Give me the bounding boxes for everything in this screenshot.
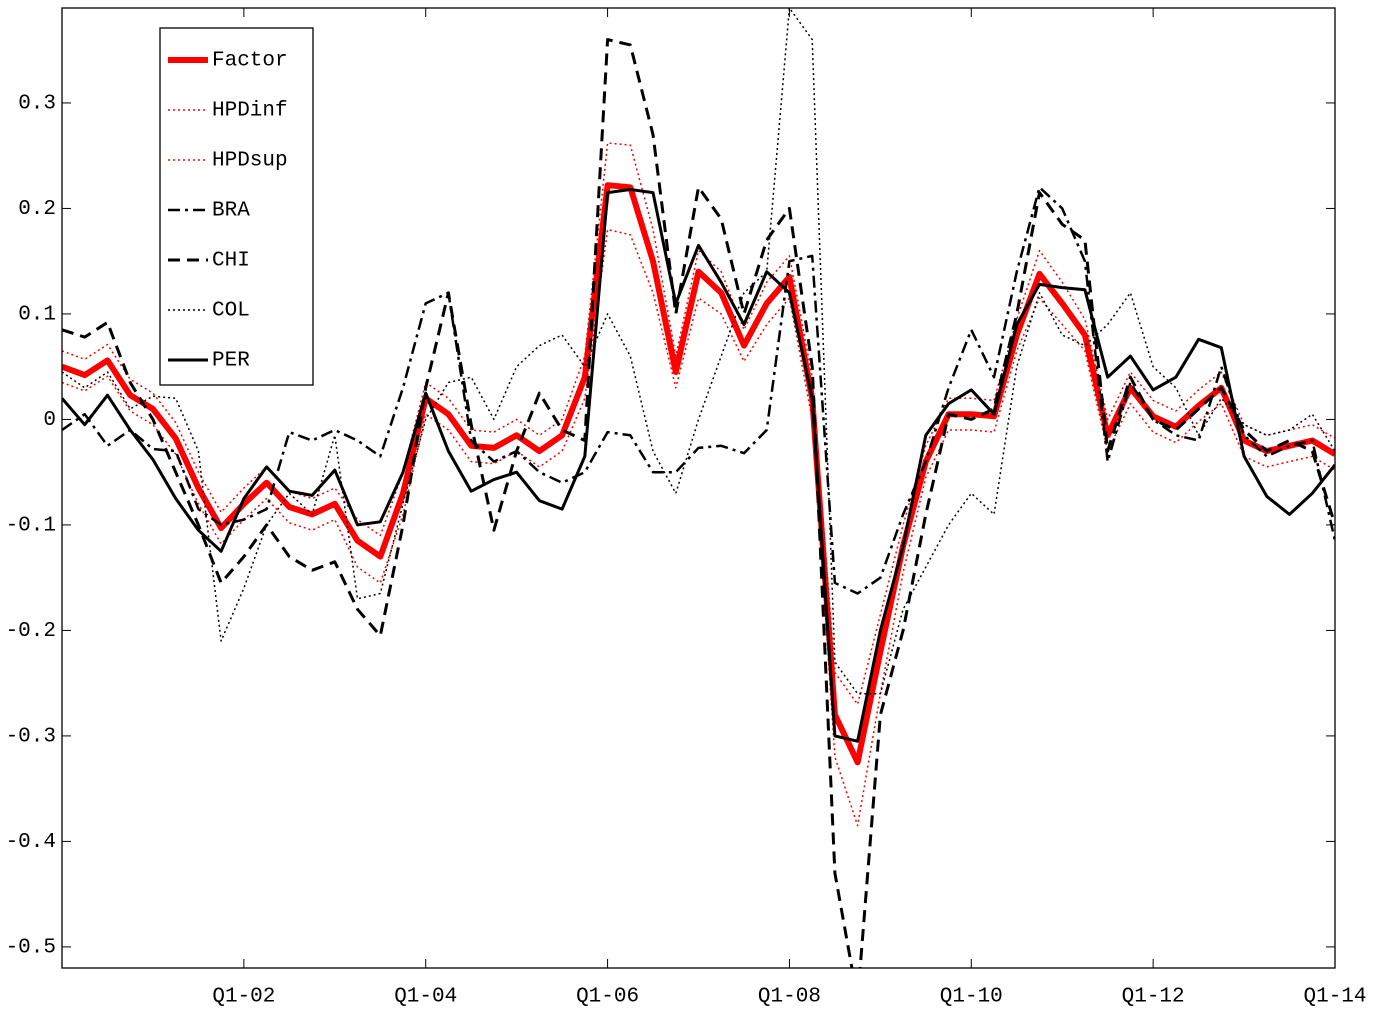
x-tick-label: Q1-02 [212,986,275,1009]
series-line [62,188,1335,743]
y-tick-label: -0.4 [6,831,56,854]
legend-label: HPDinf [212,100,288,123]
series-line [62,186,1335,595]
legend-label: BRA [212,200,250,223]
plot-frame [61,7,1336,969]
series-line [62,182,1335,766]
series-line [62,142,1335,706]
y-tick-label: -0.2 [6,620,56,643]
x-tick-label: Q1-06 [576,986,639,1009]
legend: Factor HPDinf HPDsup BRA CHI COL PER [159,27,314,386]
y-tick-label: 0.1 [18,303,56,326]
legend-label: PER [212,350,250,373]
x-tick-label: Q1-04 [394,986,457,1009]
x-tick-label: Q1-08 [758,986,821,1009]
x-tick-label: Q1-14 [1303,986,1366,1009]
x-tick-label: Q1-10 [940,986,1003,1009]
y-tick-label: 0.2 [18,198,56,221]
y-tick-label: -0.5 [6,936,56,959]
legend-label: COL [212,300,250,323]
y-tick-label: 0 [43,409,56,432]
series-line [62,8,1335,695]
legend-label: HPDsup [212,150,288,173]
plot-lines [62,8,1335,968]
y-tick-label: -0.1 [6,514,56,537]
y-tick-label: 0.3 [18,92,56,115]
legend-box [159,27,314,386]
series-line [62,38,1335,968]
legend-label: CHI [212,250,250,273]
x-tick-label: Q1-12 [1122,986,1185,1009]
y-tick-label: -0.3 [6,725,56,748]
legend-label: Factor [212,50,288,73]
